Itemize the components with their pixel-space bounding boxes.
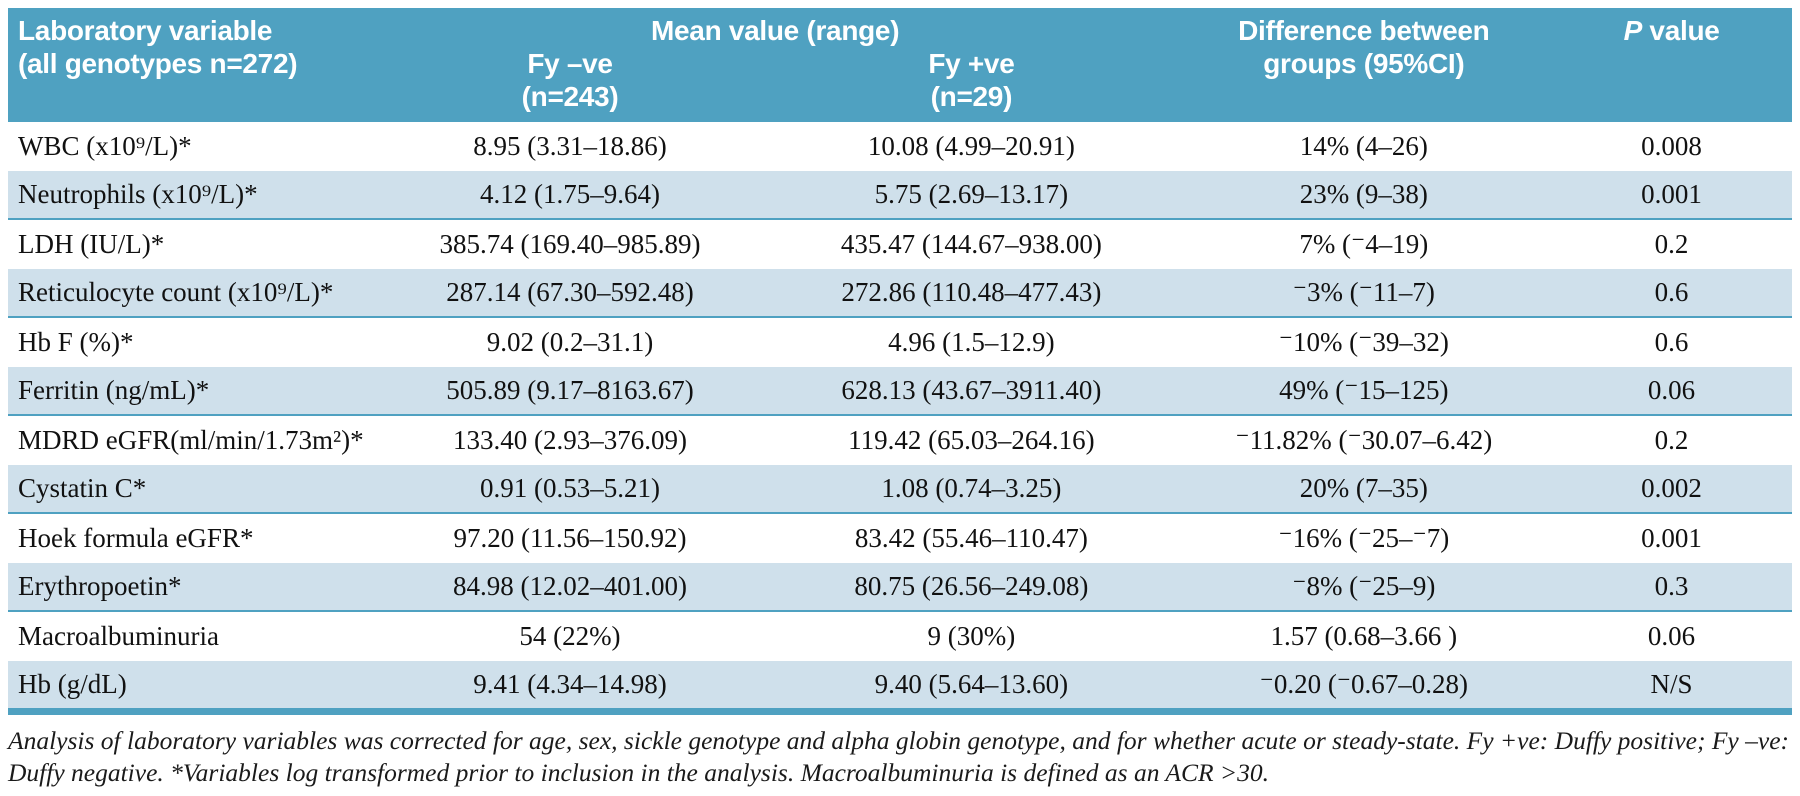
row-label: LDH (IU/L)*: [18, 229, 165, 259]
fy-negative-value: 0.91 (0.53–5.21): [479, 473, 660, 503]
difference-value: 14% (4–26): [1299, 131, 1428, 161]
fy-positive-value: 9 (30%): [927, 621, 1016, 651]
fy-negative-value: 4.12 (1.75–9.64): [479, 179, 660, 209]
p-value: 0.002: [1641, 473, 1702, 503]
table-row: Hb (g/dL) 9.41 (4.34–14.98) 9.40 (5.64–1…: [8, 661, 1792, 710]
header-laboratory-variable-line1: Laboratory variable: [18, 15, 273, 46]
difference-value: 49% (⁻15–125): [1279, 375, 1449, 405]
difference-value: 1.57 (0.68–3.66 ): [1270, 621, 1458, 651]
row-label: Hoek formula eGFR*: [18, 523, 254, 553]
fy-positive-value: 80.75 (26.56–249.08): [854, 571, 1089, 601]
p-value: 0.6: [1654, 277, 1689, 307]
row-label: Ferritin (ng/mL)*: [18, 375, 210, 405]
difference-value: 20% (7–35): [1299, 473, 1428, 503]
difference-value: ⁻3% (⁻11–7): [1292, 277, 1435, 307]
header-p-value-rest: value: [1641, 15, 1720, 46]
p-value: 0.2: [1654, 229, 1689, 259]
difference-value: ⁻8% (⁻25–9): [1292, 571, 1436, 601]
fy-positive-value: 272.86 (110.48–477.43): [841, 277, 1102, 307]
fy-positive-value: 5.75 (2.69–13.17): [874, 179, 1069, 209]
table-row: Neutrophils (x10⁹/L)* 4.12 (1.75–9.64) 5…: [8, 171, 1792, 220]
p-value: 0.001: [1641, 179, 1702, 209]
fy-negative-value: 97.20 (11.56–150.92): [453, 523, 687, 553]
fy-negative-value: 385.74 (169.40–985.89): [439, 229, 701, 259]
table-header-row: Laboratory variable (all genotypes n=272…: [8, 8, 1792, 122]
fy-negative-value: 84.98 (12.02–401.00): [452, 571, 687, 601]
table-row: Ferritin (ng/mL)* 505.89 (9.17–8163.67) …: [8, 367, 1792, 416]
header-difference-line1: Difference between: [1238, 15, 1490, 46]
table-row: LDH (IU/L)* 385.74 (169.40–985.89) 435.4…: [8, 220, 1792, 269]
fy-positive-value: 4.96 (1.5–12.9): [888, 327, 1055, 357]
difference-value: ⁻11.82% (⁻30.07–6.42): [1235, 425, 1493, 455]
p-value: 0.2: [1654, 425, 1689, 455]
table-row: Hb F (%)* 9.02 (0.2–31.1) 4.96 (1.5–12.9…: [8, 318, 1792, 367]
fy-positive-value: 435.47 (144.67–938.00): [840, 229, 1102, 259]
row-label: Hb F (%)*: [18, 327, 134, 357]
fy-negative-value: 9.02 (0.2–31.1): [486, 327, 654, 357]
header-difference-between-groups: Difference between groups (95%CI): [1177, 14, 1552, 122]
fy-positive-value: 119.42 (65.03–264.16): [848, 425, 1095, 455]
fy-positive-value: 10.08 (4.99–20.91): [867, 131, 1075, 161]
header-laboratory-variable-line2: (all genotypes n=272): [18, 48, 298, 79]
header-fy-negative-n: (n=243): [521, 81, 619, 112]
header-mean-value-span: Mean value (range): [651, 15, 900, 46]
row-label: Erythropoetin*: [18, 571, 182, 601]
header-fy-negative-label: Fy –ve: [527, 48, 613, 79]
p-value: N/S: [1650, 669, 1693, 699]
row-label: Macroalbuminuria: [18, 621, 219, 651]
table-row: Reticulocyte count (x10⁹/L)* 287.14 (67.…: [8, 269, 1792, 318]
table-row: Macroalbuminuria 54 (22%) 9 (30%) 1.57 (…: [8, 612, 1792, 661]
header-subcolumns: Fy –ve (n=243) Fy +ve (n=29): [374, 47, 1177, 113]
fy-positive-value: 83.42 (55.46–110.47): [854, 523, 1088, 553]
row-label: MDRD eGFR(ml/min/1.73m²)*: [18, 425, 364, 455]
fy-negative-value: 8.95 (3.31–18.86): [473, 131, 667, 161]
header-fy-negative: Fy –ve (n=243): [374, 47, 767, 113]
row-label: WBC (x10⁹/L)*: [18, 131, 192, 161]
header-difference-line2: groups (95%CI): [1263, 48, 1465, 79]
row-label: Cystatin C*: [18, 473, 147, 503]
header-fy-positive-n: (n=29): [930, 81, 1013, 112]
fy-negative-value: 287.14 (67.30–592.48): [446, 277, 694, 307]
table-row: Cystatin C* 0.91 (0.53–5.21) 1.08 (0.74–…: [8, 465, 1792, 514]
fy-positive-value: 1.08 (0.74–3.25): [881, 473, 1062, 503]
fy-negative-value: 505.89 (9.17–8163.67): [446, 375, 694, 405]
table-body: WBC (x10⁹/L)* 8.95 (3.31–18.86) 10.08 (4…: [8, 122, 1792, 710]
fy-positive-value: 9.40 (5.64–13.60): [874, 669, 1069, 699]
difference-value: 23% (9–38): [1299, 179, 1428, 209]
fy-positive-value: 628.13 (43.67–3911.40): [841, 375, 1102, 405]
row-label: Reticulocyte count (x10⁹/L)*: [18, 277, 334, 307]
lab-variables-table: Laboratory variable (all genotypes n=272…: [8, 8, 1792, 715]
p-value: 0.06: [1647, 621, 1696, 651]
header-fy-positive-label: Fy +ve: [928, 48, 1015, 79]
header-p-value-italic-p: P: [1623, 15, 1643, 46]
header-laboratory-variable: Laboratory variable (all genotypes n=272…: [8, 14, 374, 122]
p-value: 0.008: [1641, 131, 1702, 161]
table-row: Hoek formula eGFR* 97.20 (11.56–150.92) …: [8, 514, 1792, 563]
fy-negative-value: 9.41 (4.34–14.98): [473, 669, 667, 699]
difference-value: ⁻0.20 (⁻0.67–0.28): [1259, 669, 1469, 699]
table-row: Erythropoetin* 84.98 (12.02–401.00) 80.7…: [8, 563, 1792, 612]
row-label: Hb (g/dL): [18, 669, 127, 699]
p-value: 0.06: [1647, 375, 1696, 405]
fy-negative-value: 54 (22%): [519, 621, 621, 651]
difference-value: ⁻16% (⁻25–⁻7): [1278, 523, 1450, 553]
header-mean-value-group: Mean value (range) Fy –ve (n=243) Fy +ve…: [374, 14, 1177, 122]
p-value: 0.6: [1654, 327, 1689, 357]
p-value: 0.3: [1654, 571, 1689, 601]
difference-value: ⁻10% (⁻39–32): [1278, 327, 1449, 357]
table-row: WBC (x10⁹/L)* 8.95 (3.31–18.86) 10.08 (4…: [8, 122, 1792, 171]
difference-value: 7% (⁻4–19): [1299, 229, 1429, 259]
fy-negative-value: 133.40 (2.93–376.09): [452, 425, 687, 455]
table-row: MDRD eGFR(ml/min/1.73m²)* 133.40 (2.93–3…: [8, 416, 1792, 465]
p-value: 0.001: [1641, 523, 1702, 553]
row-label: Neutrophils (x10⁹/L)*: [18, 179, 258, 209]
table-footnote: Analysis of laboratory variables was cor…: [8, 726, 1790, 787]
header-p-value: P value: [1551, 14, 1792, 122]
header-fy-positive: Fy +ve (n=29): [766, 47, 1176, 113]
